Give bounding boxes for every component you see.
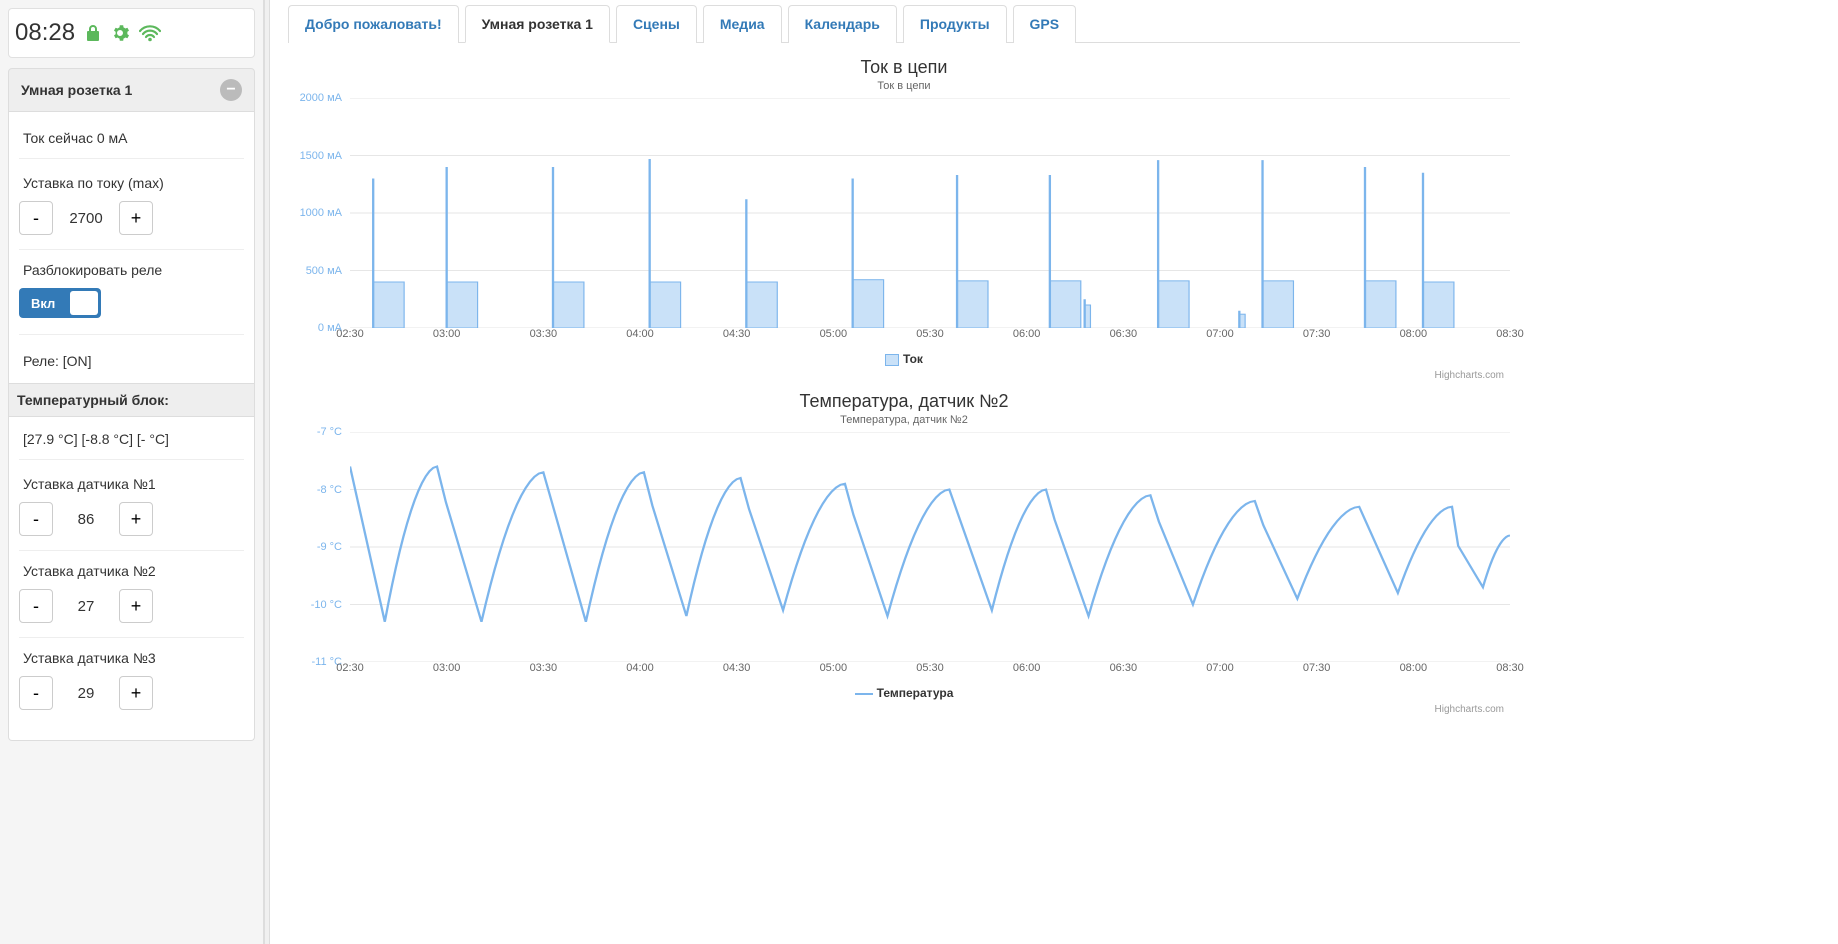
relay-toggle[interactable]: Вкл <box>19 288 101 318</box>
panel-body: Ток сейчас 0 мА Уставка по току (max) - … <box>8 112 255 741</box>
current-chart: Ток в цепи Ток в цепи 0 мА500 мА1000 мА1… <box>288 47 1520 381</box>
sensor2-minus-button[interactable]: - <box>19 589 53 623</box>
wifi-icon[interactable] <box>139 24 161 42</box>
toggle-on-label: Вкл <box>19 296 67 311</box>
tab-6[interactable]: GPS <box>1013 5 1077 43</box>
tab-0[interactable]: Добро пожаловать! <box>288 5 459 43</box>
chart1-plot[interactable]: 0 мА500 мА1000 мА1500 мА2000 мА <box>350 98 1510 328</box>
sensor1-label: Уставка датчика №1 <box>19 470 244 502</box>
sensor1-minus-button[interactable]: - <box>19 502 53 536</box>
chart1-subtitle: Ток в цепи <box>288 80 1520 98</box>
panel-header[interactable]: Умная розетка 1 − <box>8 68 255 112</box>
gear-icon[interactable] <box>111 24 129 42</box>
sidebar: 08:28 Умная розетка 1 − Ток сейчас 0 мА … <box>0 0 264 944</box>
unblock-relay-label: Разблокировать реле <box>19 256 244 288</box>
relay-status: Реле: [ON] <box>19 345 244 377</box>
chart2-legend[interactable]: Температура <box>288 682 1520 704</box>
chart1-credit[interactable]: Highcharts.com <box>288 370 1520 381</box>
current-now-label: Ток сейчас 0 мА <box>19 122 244 154</box>
main-content: Добро пожаловать!Умная розетка 1СценыМед… <box>270 0 1528 944</box>
chart2-title: Температура, датчик №2 <box>288 385 1520 414</box>
panel-title: Умная розетка 1 <box>21 82 132 98</box>
chart2-subtitle: Температура, датчик №2 <box>288 414 1520 432</box>
sensor3-label: Уставка датчика №3 <box>19 644 244 676</box>
lock-icon[interactable] <box>85 24 101 42</box>
sensor3-value: 29 <box>61 685 111 702</box>
device-panel: Умная розетка 1 − Ток сейчас 0 мА Уставк… <box>8 68 255 741</box>
setpoint-current-minus-button[interactable]: - <box>19 201 53 235</box>
tab-1[interactable]: Умная розетка 1 <box>465 5 610 43</box>
chart2-plot[interactable]: -11 °C-10 °C-9 °C-8 °C-7 °C <box>350 432 1510 662</box>
sensor1-plus-button[interactable]: + <box>119 502 153 536</box>
sensor3-stepper: - 29 + <box>19 676 244 724</box>
sensor1-stepper: - 86 + <box>19 502 244 551</box>
chart1-legend[interactable]: Ток <box>288 348 1520 370</box>
clock-time: 08:28 <box>15 19 75 47</box>
chart1-legend-label: Ток <box>903 352 923 366</box>
tab-2[interactable]: Сцены <box>616 5 697 43</box>
temp-readings: [27.9 °C] [-8.8 °C] [- °C] <box>19 423 244 455</box>
chart2-credit[interactable]: Highcharts.com <box>288 704 1520 715</box>
legend-swatch-icon <box>885 354 899 366</box>
setpoint-current-value: 2700 <box>61 210 111 227</box>
tab-5[interactable]: Продукты <box>903 5 1007 43</box>
tabs: Добро пожаловать!Умная розетка 1СценыМед… <box>288 4 1520 43</box>
chart2-legend-label: Температура <box>877 686 954 700</box>
sensor2-label: Уставка датчика №2 <box>19 557 244 589</box>
legend-line-icon <box>855 693 873 695</box>
tab-4[interactable]: Календарь <box>788 5 897 43</box>
sensor2-stepper: - 27 + <box>19 589 244 638</box>
temp-block-header: Температурный блок: <box>9 383 254 417</box>
tab-3[interactable]: Медиа <box>703 5 782 43</box>
sensor3-minus-button[interactable]: - <box>19 676 53 710</box>
sensor2-plus-button[interactable]: + <box>119 589 153 623</box>
chart1-title: Ток в цепи <box>288 51 1520 80</box>
clock-panel: 08:28 <box>8 8 255 58</box>
setpoint-current-plus-button[interactable]: + <box>119 201 153 235</box>
setpoint-current-stepper: - 2700 + <box>19 201 244 250</box>
temperature-chart: Температура, датчик №2 Температура, датч… <box>288 381 1520 715</box>
toggle-knob <box>70 291 98 315</box>
sensor3-plus-button[interactable]: + <box>119 676 153 710</box>
sensor1-value: 86 <box>61 511 111 528</box>
sensor2-value: 27 <box>61 598 111 615</box>
collapse-icon[interactable]: − <box>220 79 242 101</box>
setpoint-current-label: Уставка по току (max) <box>19 169 244 201</box>
